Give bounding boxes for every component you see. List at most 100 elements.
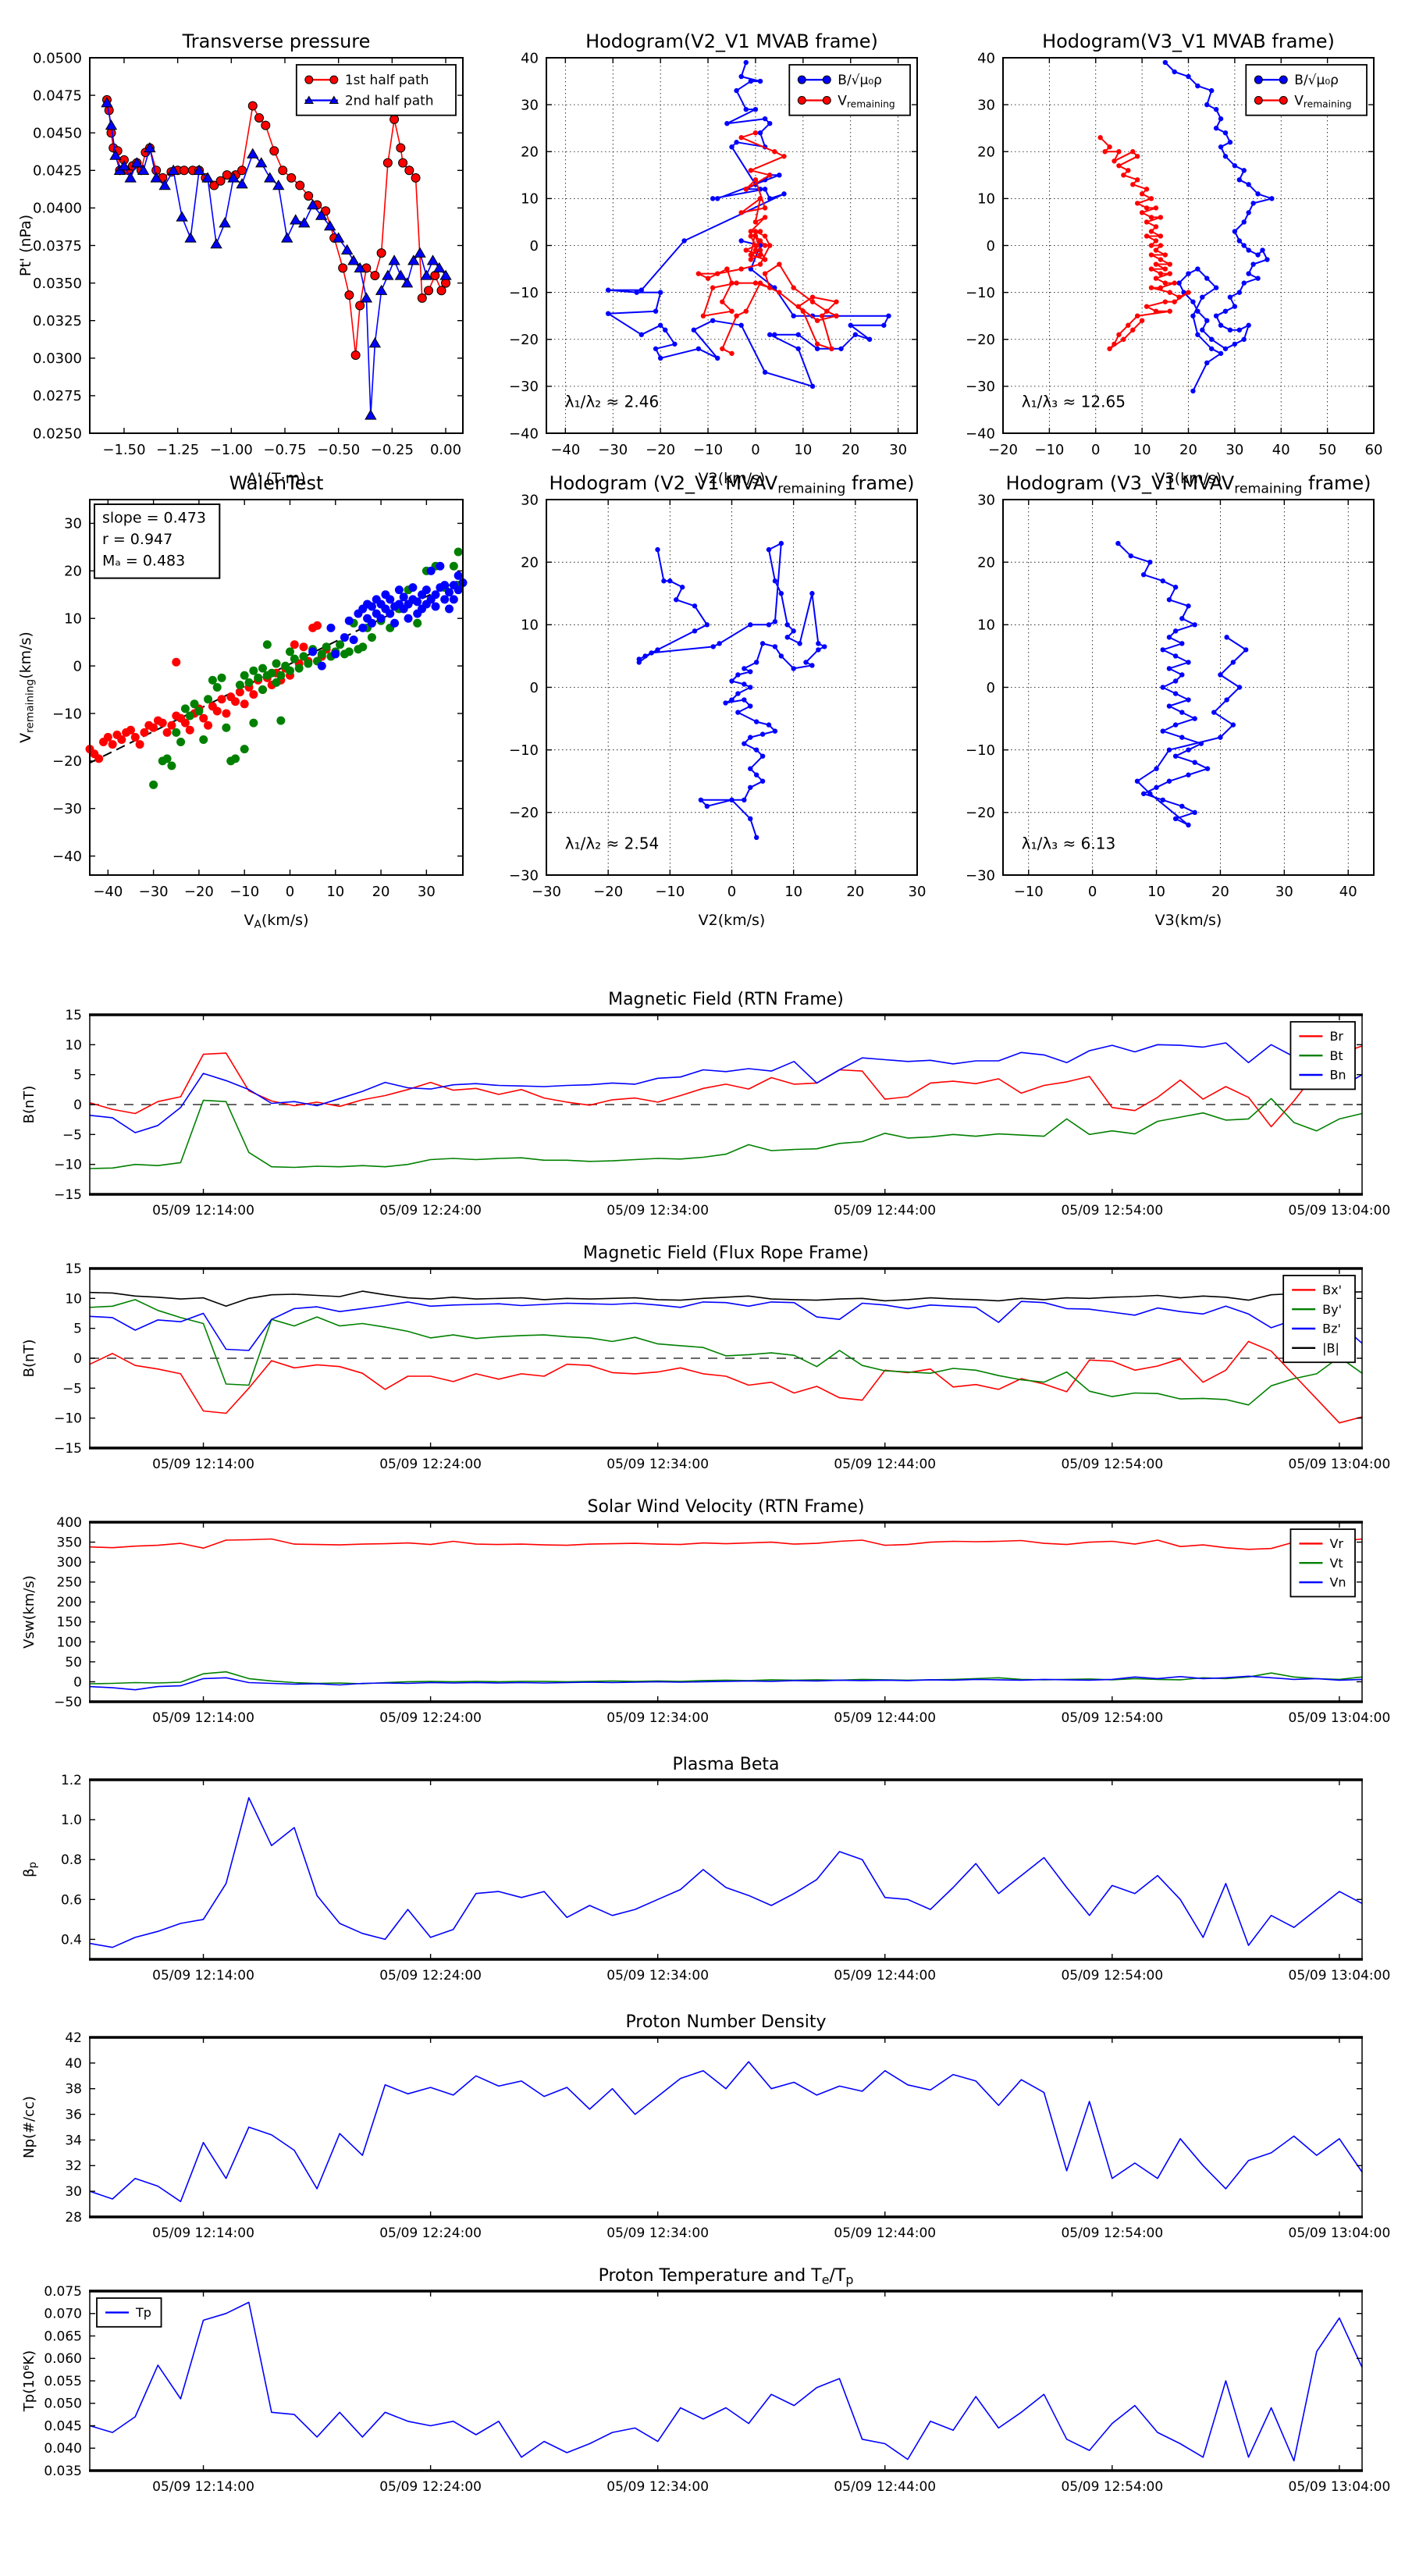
marker-circle xyxy=(653,346,659,351)
legend-label: Vr xyxy=(1329,1536,1343,1551)
x-tick-label: −30 xyxy=(139,884,169,900)
marker-circle xyxy=(797,96,806,105)
y-tick-label: −10 xyxy=(966,742,995,759)
x-tick-label: 05/09 12:24:00 xyxy=(379,2226,482,2241)
marker-circle xyxy=(396,143,406,153)
y-tick-label: 30 xyxy=(977,492,995,508)
marker-circle xyxy=(1172,69,1177,75)
marker-circle xyxy=(816,647,821,653)
y-tick-label: 40 xyxy=(977,50,995,66)
y-tick-label: 0.0350 xyxy=(33,276,82,292)
marker-circle xyxy=(834,299,839,304)
marker-circle xyxy=(695,346,702,351)
marker-circle xyxy=(752,229,759,234)
y-axis-label: Tp(10⁶K) xyxy=(21,2350,37,2412)
x-tick-label: −40 xyxy=(93,884,123,900)
marker-circle xyxy=(1218,116,1224,122)
marker-triangle xyxy=(323,219,336,231)
chart-hodo-v3v1-mvav: −10 0 10 20 30 40 −30 −20 −10 0 10 20 30 Hodogram (V3… xyxy=(966,472,1375,929)
marker-circle xyxy=(743,187,749,192)
plot-area xyxy=(90,2291,1362,2471)
x-tick-label: 40 xyxy=(1272,442,1290,458)
marker-circle xyxy=(748,252,754,258)
marker-circle xyxy=(1176,280,1182,286)
marker-circle xyxy=(290,654,299,664)
y-tick-label: 300 xyxy=(57,1555,82,1571)
y-tick-label: −30 xyxy=(966,867,995,884)
ticks xyxy=(90,57,463,434)
marker-circle xyxy=(199,735,208,744)
marker-circle xyxy=(398,158,408,168)
marker-circle xyxy=(757,78,763,84)
marker-circle xyxy=(1227,327,1233,333)
marker-circle xyxy=(657,322,663,328)
y-tick-label: 0 xyxy=(73,658,82,674)
marker-circle xyxy=(1147,559,1153,565)
x-tick-label: 05/09 13:04:00 xyxy=(1289,2479,1391,2495)
legend-label: Bx' xyxy=(1322,1283,1342,1297)
marker-circle xyxy=(1186,747,1191,753)
y-tick-label: 40 xyxy=(521,50,539,66)
y-tick-label: 0.0400 xyxy=(33,201,82,217)
marker-triangle xyxy=(439,269,452,280)
marker-circle xyxy=(800,308,806,314)
x-tick-label: 05/09 12:14:00 xyxy=(152,1457,254,1472)
marker-circle xyxy=(1134,177,1140,183)
y-tick-label: 32 xyxy=(65,2158,82,2174)
marker-circle xyxy=(777,262,782,267)
marker-circle xyxy=(766,546,772,553)
marker-circle xyxy=(1153,247,1159,253)
marker-circle xyxy=(344,616,354,625)
marker-circle xyxy=(743,59,749,66)
marker-circle xyxy=(408,583,418,592)
marker-circle xyxy=(715,355,720,361)
marker-circle xyxy=(404,614,413,623)
marker-circle xyxy=(710,285,716,290)
marker-circle xyxy=(208,675,217,685)
marker-circle xyxy=(814,341,820,347)
y-tick-label: 10 xyxy=(521,191,539,208)
marker-circle xyxy=(605,287,611,293)
marker-circle xyxy=(424,286,434,296)
marker-circle xyxy=(290,640,299,649)
x-tick-label: 30 xyxy=(889,442,907,458)
x-tick-label: 0 xyxy=(727,884,736,900)
marker-circle xyxy=(1218,144,1224,150)
annotation-text: λ₁/λ₂ ≈ 2.46 xyxy=(565,392,659,411)
x-tick-label: 05/09 12:54:00 xyxy=(1061,1710,1163,1726)
marker-circle xyxy=(1128,553,1133,559)
marker-circle xyxy=(449,561,458,571)
stats-line: Mₐ = 0.483 xyxy=(102,553,185,570)
x-tick-label: 05/09 12:24:00 xyxy=(379,1710,482,1726)
marker-circle xyxy=(803,660,809,665)
marker-circle xyxy=(1140,791,1147,796)
y-tick-label: 0.0250 xyxy=(33,425,82,442)
marker-circle xyxy=(108,740,117,749)
y-tick-label: 100 xyxy=(57,1635,82,1650)
marker-circle xyxy=(1158,257,1164,262)
y-tick-label: −30 xyxy=(52,801,82,817)
y-tick-label: −30 xyxy=(509,379,539,395)
y-tick-label: 10 xyxy=(977,191,995,208)
marker-circle xyxy=(757,252,763,258)
marker-circle xyxy=(1204,276,1210,281)
marker-circle xyxy=(738,322,744,328)
marker-circle xyxy=(370,270,380,280)
y-tick-label: 0.0475 xyxy=(33,87,82,104)
marker-circle xyxy=(762,215,768,220)
marker-circle xyxy=(762,257,768,262)
legend-label: Bz' xyxy=(1322,1322,1341,1336)
marker-circle xyxy=(757,238,763,244)
marker-circle xyxy=(738,135,744,141)
marker-circle xyxy=(1130,149,1136,155)
plot-area xyxy=(90,58,463,433)
marker-circle xyxy=(781,191,787,197)
x-tick-label: 05/09 12:14:00 xyxy=(152,1710,254,1726)
marker-circle xyxy=(1166,747,1172,753)
marker-circle xyxy=(1172,628,1179,634)
marker-circle xyxy=(1198,741,1204,746)
marker-circle xyxy=(710,318,716,323)
marker-circle xyxy=(1255,252,1261,258)
marker-circle xyxy=(1153,238,1159,244)
y-tick-label: 0.040 xyxy=(44,2441,82,2457)
